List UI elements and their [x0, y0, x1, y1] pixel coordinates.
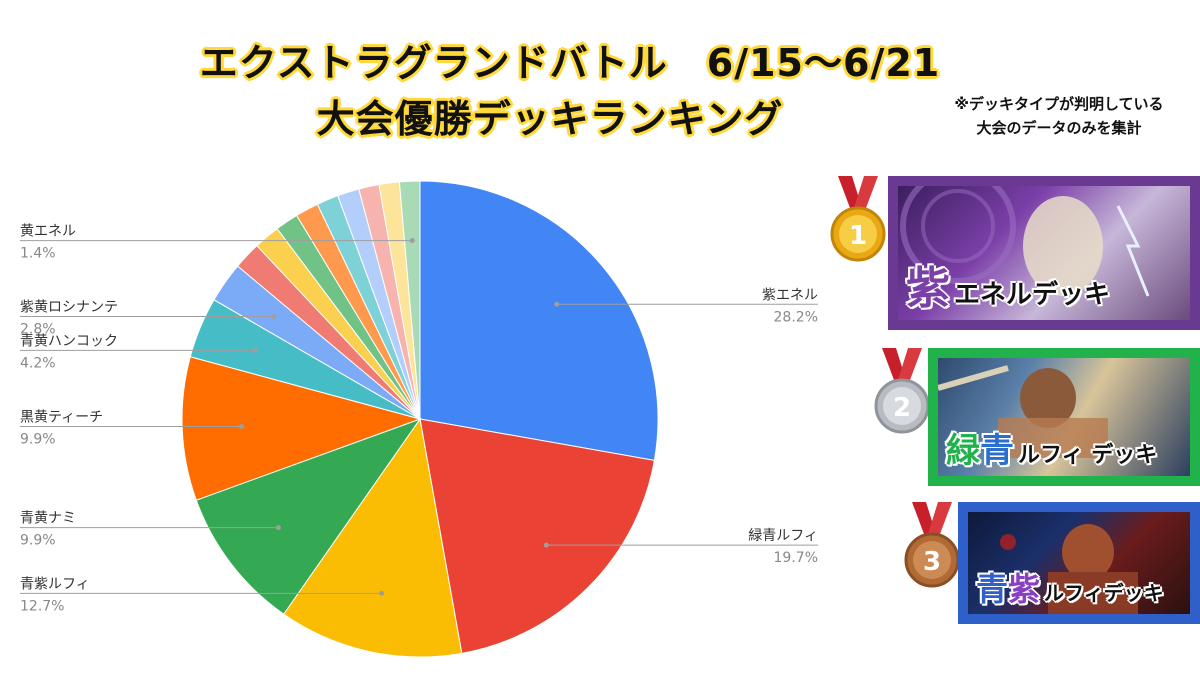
slice-value-3: 9.9%: [20, 533, 56, 549]
bronze-medal-icon: 3: [902, 502, 962, 596]
slice-value-1: 19.7%: [774, 550, 818, 566]
pie-slice-0: [419, 180, 659, 461]
slice-value-4: 9.9%: [20, 431, 56, 447]
rank-1-color-char: 紫: [906, 263, 950, 314]
rank-3-color-char-1: 青: [976, 570, 1009, 608]
leader-dot-0: [554, 301, 560, 307]
rank-3-art: 青紫 ルフィデッキ: [968, 512, 1190, 614]
silver-medal-icon: 2: [872, 348, 932, 442]
rank-1-art: 紫エネルデッキ: [898, 186, 1190, 320]
slice-label-15: 黄エネル: [20, 223, 76, 240]
gold-medal-icon: 1: [828, 176, 888, 270]
rank-2-card[interactable]: 緑青 ルフィ デッキ: [928, 348, 1200, 486]
rank-1-label: 紫エネルデッキ: [906, 252, 1110, 316]
rank-1-card[interactable]: 紫エネルデッキ: [888, 176, 1200, 330]
rank-3-card[interactable]: 青紫 ルフィデッキ: [958, 502, 1200, 624]
pie-chart: 紫エネル 28.2% 緑青ルフィ 19.7% 青紫ルフィ 12.7% 青黄ナミ 9.9% 黒黄テ…: [20, 180, 818, 658]
slice-value-0: 28.2%: [774, 309, 818, 325]
rank-2-number: 2: [893, 393, 911, 423]
slice-label-5: 青黄ハンコック: [20, 332, 118, 349]
slice-value-5: 4.2%: [20, 355, 56, 371]
leader-dot-15: [409, 238, 415, 244]
footnote-line-2: 大会のデータのみを集計: [976, 119, 1142, 137]
slice-label-4: 黒黄ティーチ: [20, 408, 103, 425]
rank-2-color-char-1: 緑: [946, 431, 980, 471]
slice-value-6: 2.8%: [20, 322, 56, 338]
slice-value-2: 12.7%: [20, 598, 64, 614]
rank-3-label: 青紫 ルフィデッキ: [976, 564, 1164, 610]
pie-slice-1: [419, 418, 655, 654]
page-title: エクストラグランドバトル 6/15～6/21: [199, 41, 941, 85]
rank-3-number: 3: [923, 547, 941, 577]
leader-dot-2: [379, 590, 385, 596]
slice-label-0: 紫エネル: [762, 287, 818, 303]
pie-slice-2: [283, 417, 463, 658]
leader-dot-1: [543, 542, 549, 548]
page-subtitle: 大会優勝デッキランキング: [316, 97, 784, 141]
slice-label-6: 紫黄ロシナンテ: [20, 299, 118, 316]
slice-label-2: 青紫ルフィ: [20, 576, 90, 592]
slice-label-1: 緑青ルフィ: [748, 528, 818, 544]
pie-slice-3: [195, 417, 422, 615]
rank-1-deck-name: エネルデッキ: [954, 280, 1111, 310]
rank-3-color-char-2: 紫: [1008, 570, 1041, 608]
rank-2-color-char-2: 青: [980, 431, 1014, 471]
pie-slice-4: [181, 356, 422, 501]
footnote-line-1: ※デッキタイプが判明している: [954, 95, 1164, 113]
leader-dot-3: [275, 525, 281, 531]
leader-dot-6: [271, 314, 277, 320]
leader-dot-4: [239, 423, 245, 429]
leader-dot-5: [252, 347, 258, 353]
slice-value-15: 1.4%: [20, 246, 56, 262]
slice-label-3: 青黄ナミ: [20, 510, 76, 527]
rank-3-deck-name: ルフィデッキ: [1044, 581, 1164, 605]
rank-2-art: 緑青 ルフィ デッキ: [938, 358, 1190, 476]
rank-2-label: 緑青 ルフィ デッキ: [946, 423, 1157, 472]
rank-1-number: 1: [849, 221, 867, 251]
rank-2-deck-name: ルフィ デッキ: [1018, 443, 1158, 468]
footnote: ※デッキタイプが判明している 大会のデータのみを集計: [918, 92, 1200, 140]
